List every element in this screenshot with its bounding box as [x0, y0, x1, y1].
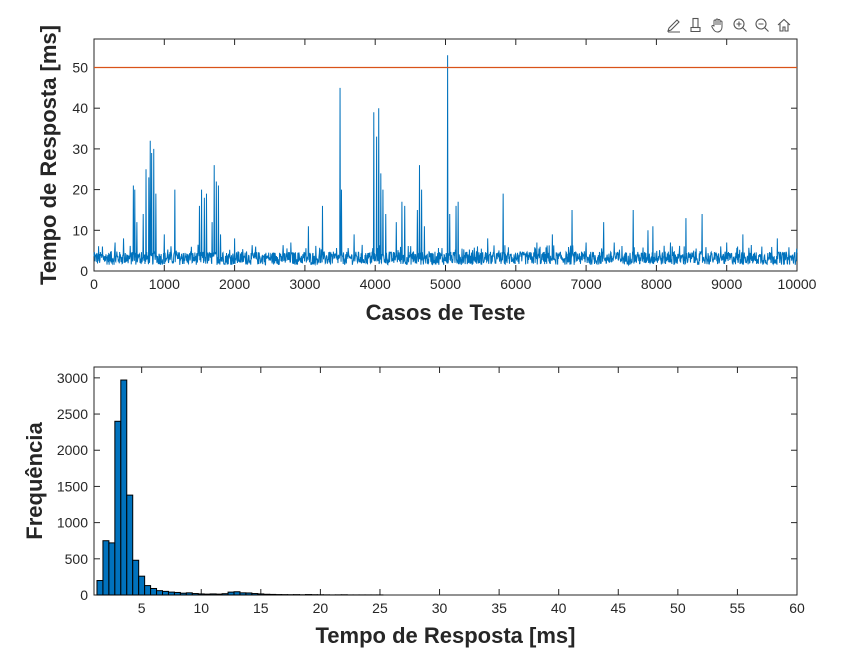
y-tick-label: 3000 — [57, 370, 88, 386]
histogram-bar — [263, 593, 271, 596]
x-tick-label: 0 — [90, 276, 98, 292]
zoom-out-icon[interactable] — [752, 14, 772, 36]
histogram-bar — [162, 590, 169, 596]
histogram-bar — [197, 593, 205, 596]
brush-icon[interactable] — [686, 14, 706, 36]
zoom-in-icon[interactable] — [730, 14, 750, 36]
histogram-bar — [173, 591, 181, 596]
x-tick-label: 4000 — [360, 276, 391, 292]
histogram-bar — [120, 379, 128, 596]
x-tick-label: 1000 — [149, 276, 180, 292]
histogram-bar — [215, 593, 223, 596]
x-tick-label: 50 — [670, 600, 686, 616]
y-tick-label: 2000 — [57, 442, 88, 458]
y-tick-label: 0 — [80, 263, 88, 279]
histogram-bar — [108, 542, 116, 596]
x-tick-label: 8000 — [641, 276, 672, 292]
histogram-bar — [209, 593, 217, 596]
x-tick-label: 20 — [313, 600, 329, 616]
y-axis-label: Frequência — [22, 422, 47, 540]
x-tick-label: 5 — [138, 600, 146, 616]
histogram-bar — [221, 593, 229, 596]
histogram-bar — [96, 580, 104, 596]
x-axis-label: Casos de Teste — [366, 300, 526, 325]
home-icon[interactable] — [774, 14, 794, 36]
histogram-bar — [167, 591, 175, 596]
histogram-bar — [126, 494, 134, 596]
histogram-bar — [150, 587, 158, 596]
x-tick-label: 15 — [253, 600, 269, 616]
x-tick-label: 7000 — [571, 276, 602, 292]
y-tick-label: 1000 — [57, 515, 88, 531]
x-tick-label: 2000 — [219, 276, 250, 292]
x-tick-label: 6000 — [500, 276, 531, 292]
data-tips-icon[interactable] — [664, 14, 684, 36]
histogram-bar — [239, 592, 247, 596]
histogram-bar — [144, 585, 152, 596]
axes-toolbar — [664, 14, 794, 36]
line-chart-axes: 0 1000 2000 3000 4000 5000 6000 7000 8000 9000 100… — [36, 25, 817, 325]
histogram-bar — [257, 593, 265, 596]
histogram-axes: 5 10 15 20 25 30 35 40 45 50 55 60 0 500 1000 1500 2000 2… — [22, 366, 805, 648]
histogram-bar — [203, 593, 211, 596]
x-axis-label: Tempo de Resposta [ms] — [316, 623, 576, 648]
histogram-bar — [245, 592, 253, 596]
histogram-bar — [179, 592, 187, 596]
y-tick-label: 10 — [72, 222, 88, 238]
x-tick-label: 5000 — [430, 276, 461, 292]
histogram-bar — [156, 590, 164, 596]
y-tick-label: 2500 — [57, 406, 88, 422]
x-tick-label: 55 — [730, 600, 746, 616]
histogram-bar — [138, 575, 146, 596]
histogram-bar — [251, 593, 259, 596]
histogram-bar — [185, 592, 193, 596]
y-tick-label: 1500 — [57, 478, 88, 494]
x-tick-label: 60 — [789, 600, 805, 616]
y-tick-label: 20 — [72, 182, 88, 198]
histogram-bar — [191, 593, 199, 596]
x-tick-label: 25 — [372, 600, 388, 616]
y-tick-label: 500 — [65, 551, 89, 567]
y-tick-label: 30 — [72, 141, 88, 157]
x-tick-label: 45 — [610, 600, 626, 616]
x-tick-label: 10 — [193, 600, 209, 616]
y-tick-label: 50 — [72, 59, 88, 75]
histogram-bar — [269, 593, 277, 596]
plot-area — [93, 366, 798, 596]
x-tick-label: 30 — [432, 600, 448, 616]
pan-hand-icon[interactable] — [708, 14, 728, 36]
histogram-bar — [227, 591, 235, 596]
x-tick-label: 9000 — [711, 276, 742, 292]
y-axis-label: Tempo de Resposta [ms] — [36, 25, 61, 285]
x-tick-label: 10000 — [778, 276, 817, 292]
histogram-bar — [114, 420, 122, 596]
histogram-bar — [132, 559, 140, 596]
x-tick-label: 35 — [491, 600, 507, 616]
histogram-bar — [102, 540, 110, 596]
plot-area — [93, 38, 798, 272]
response-time-series — [93, 55, 798, 267]
y-tick-label: 40 — [72, 100, 88, 116]
y-tick-label: 0 — [80, 587, 88, 603]
x-tick-label: 3000 — [289, 276, 320, 292]
histogram-bar — [233, 591, 241, 596]
x-tick-label: 40 — [551, 600, 567, 616]
